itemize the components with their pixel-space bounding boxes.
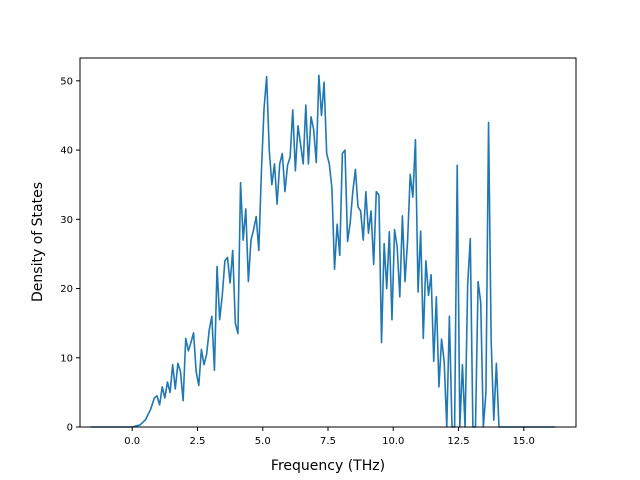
y-tick-label: 10 [60, 353, 73, 364]
y-tick-label: 30 [60, 215, 73, 226]
x-tick-label: 15.0 [513, 436, 535, 447]
x-axis-ticks: 0.0 2.5 5.0 7.5 10.0 12.5 15.0 [124, 427, 535, 447]
y-tick-label: 40 [60, 146, 73, 157]
x-axis-label: Frequency (THz) [271, 458, 385, 474]
x-tick-label: 7.5 [320, 436, 336, 447]
y-tick-label: 20 [60, 284, 73, 295]
y-tick-label: 50 [60, 76, 73, 87]
y-axis-label: Density of States [30, 182, 46, 302]
dos-line-series-0 [90, 74, 556, 428]
plot-area [90, 74, 556, 428]
y-tick-label: 0 [67, 423, 73, 434]
x-tick-label: 10.0 [382, 436, 404, 447]
y-axis-ticks: 0 10 20 30 40 50 [60, 76, 80, 434]
x-tick-label: 12.5 [447, 436, 469, 447]
x-tick-label: 5.0 [255, 436, 271, 447]
x-tick-label: 0.0 [124, 436, 140, 447]
x-tick-label: 2.5 [190, 436, 206, 447]
axes-frame [79, 57, 577, 428]
